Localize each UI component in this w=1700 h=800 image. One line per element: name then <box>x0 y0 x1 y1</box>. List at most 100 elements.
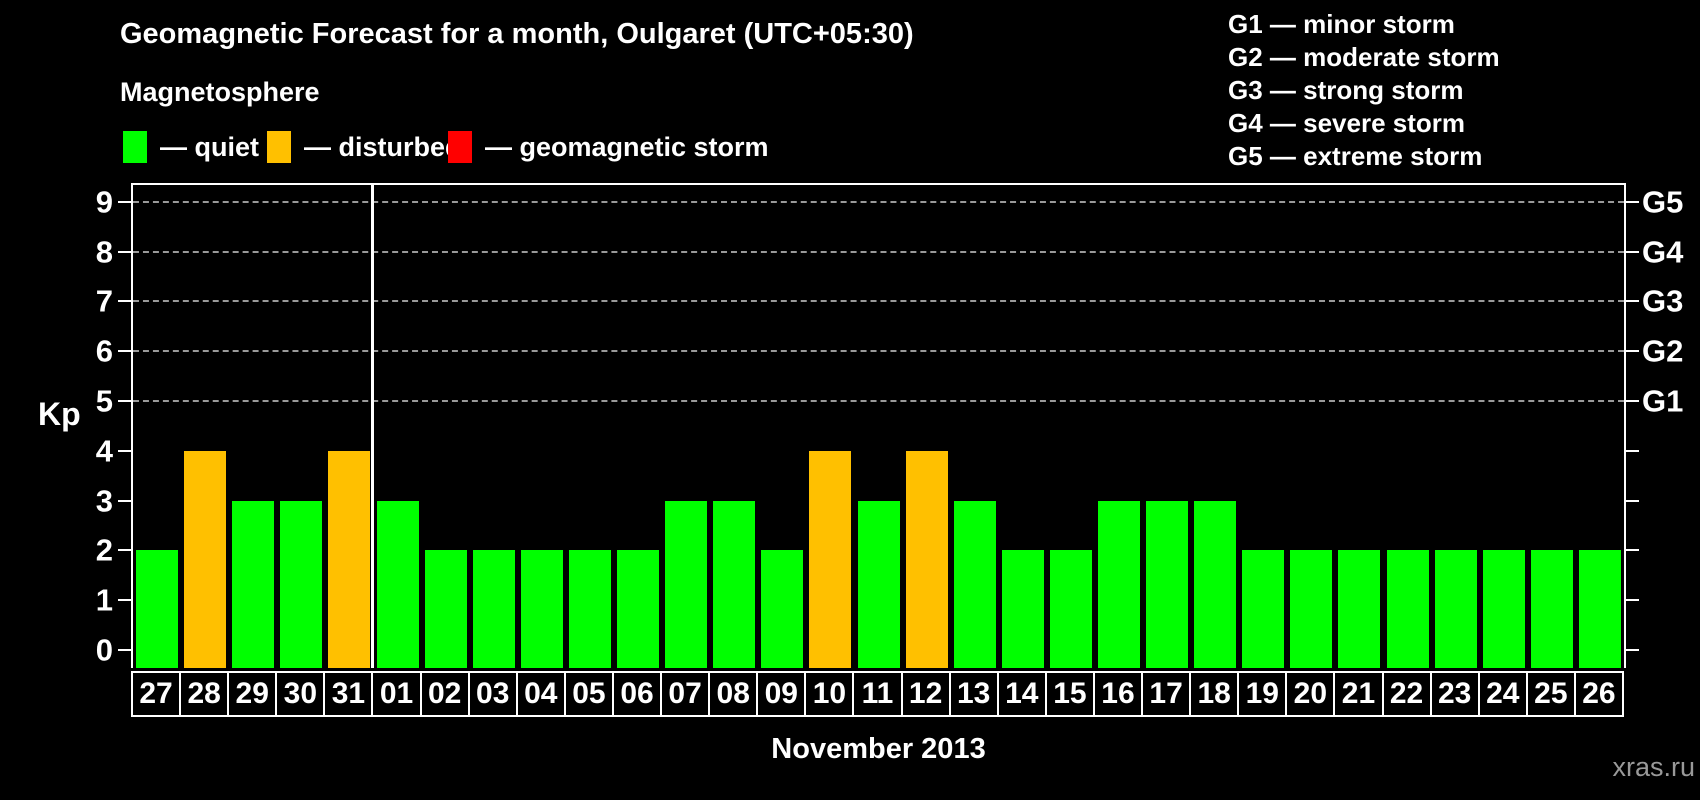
legend-item-quiet: — quiet <box>123 128 259 166</box>
g-scale-label-G3: G3 <box>1642 283 1684 319</box>
kp-bar-day-25 <box>1530 550 1573 668</box>
month-boundary-line <box>371 185 375 668</box>
day-label-11: 11 <box>852 671 903 717</box>
day-label-08: 08 <box>708 671 759 717</box>
g-legend-line-2: G2 — moderate storm <box>1228 42 1500 72</box>
day-label-30: 30 <box>275 671 326 717</box>
tick-right-4 <box>1626 449 1639 452</box>
tick-right-5 <box>1626 400 1639 402</box>
kp-bar-day-16 <box>1097 500 1140 668</box>
tick-left-2 <box>118 549 131 552</box>
chart-subtitle: Magnetosphere <box>120 77 320 107</box>
legend-label-quiet: — quiet <box>160 131 259 162</box>
day-label-20: 20 <box>1285 671 1336 717</box>
kp-bar-day-23 <box>1434 550 1477 668</box>
tick-right-1 <box>1626 599 1639 602</box>
kp-bar-day-14 <box>1001 550 1044 668</box>
gridline-kp-6 <box>133 350 1624 353</box>
storm-color-swatch <box>448 131 472 163</box>
brand-watermark: xras.ru <box>1612 752 1695 782</box>
kp-bar-day-28 <box>184 450 227 668</box>
day-label-03: 03 <box>467 671 518 717</box>
kp-bar-day-11 <box>857 500 900 668</box>
kp-bar-day-01 <box>376 500 419 668</box>
y-axis-label-2: 2 <box>95 532 113 568</box>
day-label-25: 25 <box>1525 671 1576 717</box>
tick-right-7 <box>1626 300 1639 303</box>
y-axis-label-5: 5 <box>95 383 113 419</box>
kp-bar-day-21 <box>1338 550 1381 668</box>
kp-bar-day-31 <box>328 450 371 668</box>
day-label-02: 02 <box>419 671 470 717</box>
tick-right-0 <box>1626 649 1639 651</box>
disturbed-color-swatch <box>267 131 291 163</box>
tick-left-3 <box>118 499 131 502</box>
day-label-18: 18 <box>1189 671 1240 717</box>
y-axis-label-8: 8 <box>95 234 113 270</box>
g-legend-line-1: G1 — minor storm <box>1228 9 1455 39</box>
g-scale-label-G2: G2 <box>1642 333 1684 369</box>
kp-bar-day-29 <box>232 500 275 668</box>
tick-left-7 <box>118 300 131 303</box>
kp-bar-day-12 <box>905 450 948 668</box>
tick-right-8 <box>1626 250 1639 253</box>
kp-bar-day-09 <box>761 550 804 668</box>
day-label-26: 26 <box>1573 671 1624 717</box>
day-label-19: 19 <box>1237 671 1288 717</box>
kp-bar-day-02 <box>424 550 467 668</box>
legend-item-disturbed: — disturbed <box>267 128 462 166</box>
kp-bar-day-22 <box>1386 550 1429 668</box>
x-axis-month-label: November 2013 <box>771 733 986 765</box>
day-label-13: 13 <box>948 671 999 717</box>
day-label-27: 27 <box>131 671 182 717</box>
plot-area: 0 1 2 3 4 5 6 7 8 9 G1 G2 G3 G4 G5 <box>96 183 1683 668</box>
g-legend-line-4: G4 — severe storm <box>1228 108 1466 138</box>
day-label-12: 12 <box>900 671 951 717</box>
tick-right-9 <box>1626 200 1639 203</box>
day-label-22: 22 <box>1381 671 1432 717</box>
tick-right-3 <box>1626 499 1639 502</box>
legend-item-storm: — geomagnetic storm <box>448 128 769 166</box>
day-label-14: 14 <box>996 671 1047 717</box>
kp-bar-day-04 <box>520 550 563 668</box>
day-label-31: 31 <box>323 671 374 717</box>
day-label-09: 09 <box>756 671 807 717</box>
tick-left-8 <box>118 250 131 253</box>
day-label-05: 05 <box>563 671 614 717</box>
y-axis-label-7: 7 <box>95 283 113 319</box>
kp-bar-day-24 <box>1482 550 1525 668</box>
y-axis-title: Kp <box>38 396 81 432</box>
g-scale-label-G4: G4 <box>1642 234 1684 270</box>
kp-bar-day-07 <box>665 500 708 668</box>
tick-left-1 <box>118 599 131 602</box>
y-axis-label-0: 0 <box>95 632 113 668</box>
day-label-29: 29 <box>227 671 278 717</box>
g-scale-legend: G1 — minor storm G2 — moderate storm G3 — … <box>1228 8 1500 173</box>
legend-label-storm: — geomagnetic storm <box>485 131 769 162</box>
y-axis-label-4: 4 <box>95 433 113 469</box>
gridline-kp-9 <box>133 200 1624 203</box>
kp-bar-day-26 <box>1578 550 1621 668</box>
day-label-16: 16 <box>1092 671 1144 717</box>
gridline-kp-8 <box>133 250 1624 253</box>
tick-left-5 <box>118 400 131 402</box>
kp-bar-day-27 <box>136 550 179 668</box>
tick-right-2 <box>1626 549 1639 552</box>
day-label-17: 17 <box>1141 671 1192 717</box>
g-legend-line-3: G3 — strong storm <box>1228 75 1464 105</box>
y-axis-label-9: 9 <box>95 184 113 220</box>
kp-bar-day-10 <box>809 450 852 668</box>
legend-label-disturbed: — disturbed <box>304 131 462 162</box>
kp-bar-day-13 <box>953 500 996 668</box>
g-legend-line-5: G5 — extreme storm <box>1228 141 1483 171</box>
day-label-04: 04 <box>515 671 566 717</box>
quiet-color-swatch <box>123 131 147 163</box>
kp-bar-day-08 <box>713 500 756 668</box>
kp-bar-day-30 <box>280 500 323 668</box>
y-axis-label-6: 6 <box>95 333 113 369</box>
tick-left-4 <box>118 449 131 452</box>
day-label-15: 15 <box>1044 671 1095 717</box>
tick-left-0 <box>118 649 131 651</box>
g-scale-label-G5: G5 <box>1642 184 1684 220</box>
